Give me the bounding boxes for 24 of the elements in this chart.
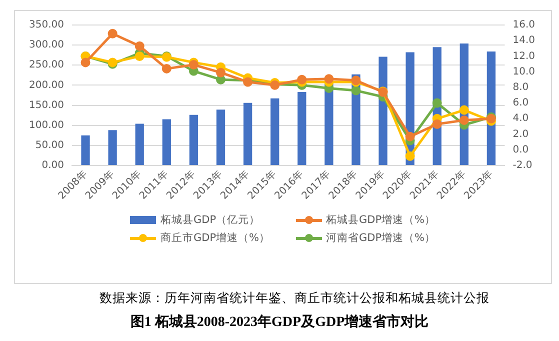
text: 图1 柘城县2008-2023年GDP及GDP增速省市对比 — [129, 313, 430, 331]
source-note: 数据来源：历年河南省统计年鉴、商丘市统计公报和柘城县统计公报 — [98, 290, 490, 307]
legend-label: 河南省GDP增速（%） — [326, 231, 436, 245]
y2-tick-label: 4.0 — [512, 113, 529, 124]
y2-tick-label: 12.0 — [512, 50, 535, 62]
y-tick-label: 350.00 — [28, 20, 64, 31]
y-tick-label: 300.00 — [28, 40, 64, 51]
y2-tick-label: 16.0 — [512, 20, 535, 31]
y2-tick-label: 10.0 — [512, 66, 535, 78]
y2-tick-label: 8.0 — [512, 82, 529, 94]
y-tick-label: 50.00 — [35, 140, 64, 151]
y2-tick-label: 2.0 — [512, 128, 529, 140]
legend-label: 柘城县GDP增速（%） — [326, 213, 436, 227]
y-tick-label: 100.00 — [28, 120, 64, 131]
y2-tick-label: 14.0 — [512, 35, 535, 46]
y-tick-label: 150.00 — [28, 100, 64, 111]
y2-tick-label: 6.0 — [512, 98, 529, 109]
y2-tick-label: 0.0 — [512, 144, 529, 156]
y-tick-label: 200.00 — [28, 80, 64, 91]
y2-tick-label: -2.0 — [512, 160, 532, 172]
y-tick-label: 250.00 — [28, 60, 64, 71]
legend-label: 商丘市GDP增速（%） — [160, 231, 270, 245]
legend-label: 柘城县GDP（亿元） — [160, 213, 260, 227]
y-tick-label: 0.00 — [42, 160, 64, 172]
